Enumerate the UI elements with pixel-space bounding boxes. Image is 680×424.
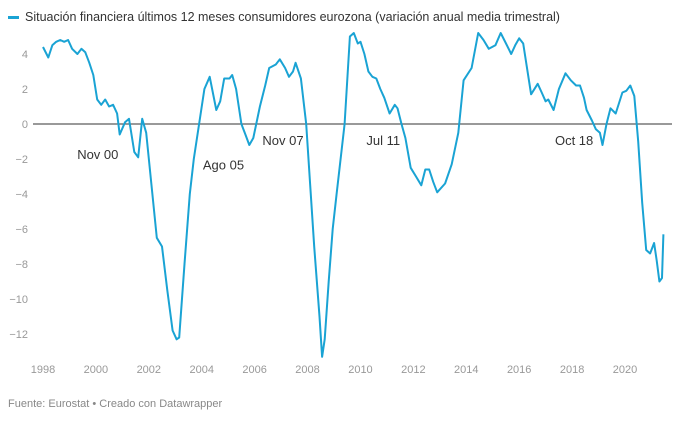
y-tick-label: −10: [9, 294, 28, 306]
x-tick-label: 2000: [84, 364, 108, 376]
x-tick-label: 2018: [560, 364, 584, 376]
y-tick-label: −2: [15, 154, 28, 166]
legend-swatch: [8, 15, 19, 19]
y-tick-label: 4: [22, 49, 28, 61]
legend-label: Situación financiera últimos 12 meses co…: [25, 10, 560, 24]
x-tick-label: 2008: [295, 364, 319, 376]
chart-legend: Situación financiera últimos 12 meses co…: [8, 10, 560, 24]
x-tick-label: 2006: [242, 364, 266, 376]
x-tick-label: 2002: [137, 364, 161, 376]
x-axis: 1998 2000 2002 2004 2006 2008 2010 2012 2014 2016…: [31, 364, 637, 376]
annotations: Nov 00 Ago 05 Nov 07 Jul 11 Oct 18: [77, 133, 593, 173]
x-tick-label: 2012: [401, 364, 425, 376]
annotation-label: Jul 11: [366, 133, 400, 148]
source-note: Fuente: Eurostat • Creado con Datawrappe…: [8, 398, 223, 410]
annotation-label: Nov 00: [77, 147, 118, 162]
x-tick-label: 2004: [189, 364, 213, 376]
x-tick-label: 2010: [348, 364, 372, 376]
series-line: [42, 32, 665, 358]
y-tick-label: −4: [15, 189, 28, 201]
y-tick-label: 2: [22, 84, 28, 96]
y-tick-label: −8: [15, 259, 28, 271]
y-tick-label: 0: [22, 119, 28, 131]
y-tick-label: −12: [9, 329, 28, 341]
x-tick-label: 2016: [507, 364, 531, 376]
annotation-label: Ago 05: [203, 158, 244, 173]
x-tick-label: 2014: [454, 364, 478, 376]
x-tick-label: 2020: [613, 364, 637, 376]
y-axis: 4 2 0 −2 −4 −6 −8 −10 −12: [9, 49, 28, 341]
x-tick-label: 1998: [31, 364, 55, 376]
y-tick-label: −6: [15, 224, 28, 236]
annotation-label: Oct 18: [555, 133, 593, 148]
annotation-label: Nov 07: [262, 133, 303, 148]
